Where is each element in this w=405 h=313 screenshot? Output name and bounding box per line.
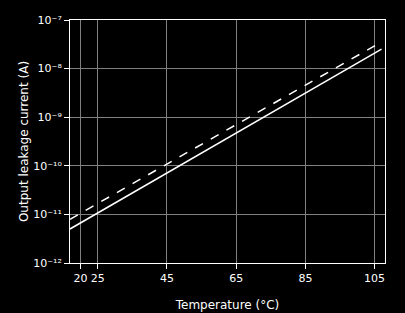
svg-text:10⁻¹²: 10⁻¹²: [33, 257, 62, 270]
svg-text:85: 85: [298, 272, 312, 285]
svg-text:25: 25: [91, 272, 105, 285]
svg-text:105: 105: [364, 272, 385, 285]
svg-text:10⁻¹¹: 10⁻¹¹: [33, 208, 62, 221]
svg-text:65: 65: [229, 272, 243, 285]
svg-text:Temperature (°C): Temperature (°C): [175, 298, 280, 312]
svg-text:20: 20: [73, 272, 87, 285]
svg-text:10⁻¹⁰: 10⁻¹⁰: [33, 160, 62, 173]
svg-text:10⁻⁹: 10⁻⁹: [38, 111, 62, 124]
svg-text:45: 45: [160, 272, 174, 285]
svg-text:Output leakage current (A): Output leakage current (A): [17, 61, 31, 222]
svg-text:10⁻⁷: 10⁻⁷: [38, 14, 62, 27]
svg-text:10⁻⁸: 10⁻⁸: [38, 62, 63, 75]
